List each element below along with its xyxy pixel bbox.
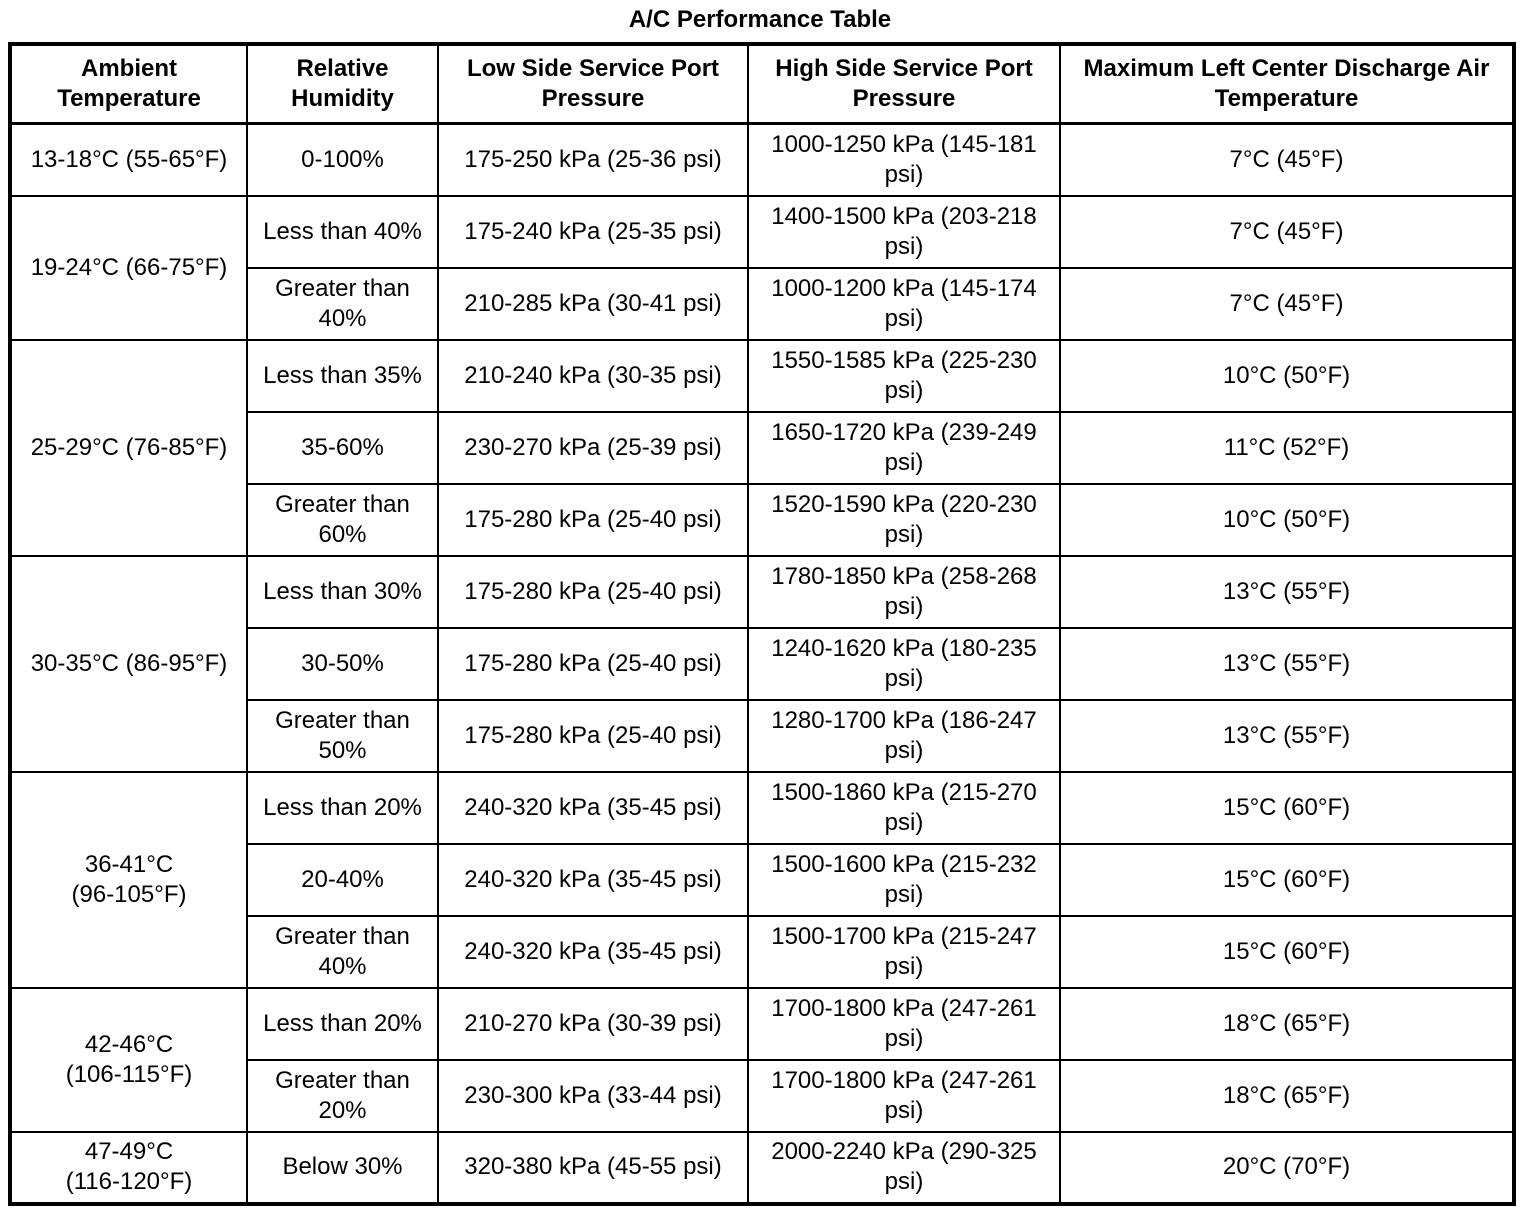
table-row: 20-40% 240-320 kPa (35-45 psi) 1500-1600… (10, 843, 1515, 917)
cell-low-side-pressure: 175-280 kPa (25-40 psi) (437, 699, 749, 773)
cell-relative-humidity: Below 30% (246, 1130, 439, 1205)
cell-relative-humidity: Less than 40% (246, 194, 439, 269)
cell-ambient-temperature: 19-24°C (66-75°F) (9, 194, 248, 341)
table-row: Greater than 60% 175-280 kPa (25-40 psi)… (10, 483, 1515, 557)
cell-low-side-pressure: 230-300 kPa (33-44 psi) (437, 1059, 749, 1133)
table-row: Greater than 40% 210-285 kPa (30-41 psi)… (10, 267, 1515, 341)
cell-low-side-pressure: 175-280 kPa (25-40 psi) (437, 554, 749, 629)
header-row: Ambient Temperature Relative Humidity Lo… (9, 43, 1515, 125)
cell-relative-humidity: Greater than 40% (246, 267, 439, 341)
table-row: Greater than 20% 230-300 kPa (33-44 psi)… (10, 1059, 1515, 1133)
cell-low-side-pressure: 210-240 kPa (30-35 psi) (437, 338, 749, 413)
cell-low-side-pressure: 175-280 kPa (25-40 psi) (437, 483, 749, 557)
cell-low-side-pressure: 320-380 kPa (45-55 psi) (437, 1130, 749, 1205)
cell-high-side-pressure: 1000-1250 kPa (145-181 psi) (747, 122, 1061, 197)
cell-low-side-pressure: 175-250 kPa (25-36 psi) (437, 122, 749, 197)
cell-ambient-temperature: 13-18°C (55-65°F) (9, 122, 248, 197)
cell-discharge-temperature: 15°C (60°F) (1059, 843, 1515, 917)
cell-discharge-temperature: 20°C (70°F) (1059, 1130, 1515, 1205)
page-title: A/C Performance Table (628, 6, 892, 33)
cell-relative-humidity: 20-40% (246, 843, 439, 917)
cell-high-side-pressure: 1280-1700 kPa (186-247 psi) (747, 699, 1061, 773)
table-row: 25-29°C (76-85°F) Less than 35% 210-240 … (9, 338, 1515, 557)
cell-discharge-temperature: 13°C (55°F) (1059, 554, 1515, 629)
cell-high-side-pressure: 1520-1590 kPa (220-230 psi) (747, 483, 1061, 557)
cell-high-side-pressure: 1780-1850 kPa (258-268 psi) (747, 554, 1061, 629)
cell-discharge-temperature: 18°C (65°F) (1059, 1059, 1515, 1133)
col-header-discharge-temperature: Maximum Left Center Discharge Air Temper… (1059, 43, 1515, 125)
cell-high-side-pressure: 2000-2240 kPa (290-325 psi) (747, 1130, 1061, 1205)
cell-discharge-temperature: 15°C (60°F) (1059, 770, 1515, 845)
table-row: 19-24°C (66-75°F) Less than 40% 175-240 … (9, 194, 1515, 341)
col-header-ambient-temperature: Ambient Temperature (9, 43, 248, 125)
cell-relative-humidity: 0-100% (246, 122, 439, 197)
cell-relative-humidity: Greater than 20% (246, 1059, 439, 1133)
cell-ambient-temperature: 30-35°C (86-95°F) (9, 554, 248, 773)
cell-low-side-pressure: 175-280 kPa (25-40 psi) (437, 627, 749, 701)
cell-relative-humidity: Less than 35% (246, 338, 439, 413)
cell-high-side-pressure: 1500-1700 kPa (215-247 psi) (747, 915, 1061, 989)
cell-discharge-temperature: 7°C (45°F) (1059, 267, 1515, 341)
cell-relative-humidity: Greater than 40% (246, 915, 439, 989)
table-row: 42-46°C (106-115°F) Less than 20% 210-27… (9, 986, 1515, 1133)
cell-discharge-temperature: 18°C (65°F) (1059, 986, 1515, 1061)
cell-high-side-pressure: 1500-1600 kPa (215-232 psi) (747, 843, 1061, 917)
table-row: 36-41°C (96-105°F) Less than 20% 240-320… (9, 770, 1515, 989)
col-header-low-side-pressure: Low Side Service Port Pressure (437, 43, 749, 125)
cell-discharge-temperature: 11°C (52°F) (1059, 411, 1515, 485)
cell-ambient-temperature: 25-29°C (76-85°F) (9, 338, 248, 557)
cell-discharge-temperature: 7°C (45°F) (1059, 194, 1515, 269)
col-header-relative-humidity: Relative Humidity (246, 43, 439, 125)
table-row: 35-60% 230-270 kPa (25-39 psi) 1650-1720… (10, 411, 1515, 485)
cell-relative-humidity: Greater than 60% (246, 483, 439, 557)
cell-relative-humidity: 35-60% (246, 411, 439, 485)
cell-low-side-pressure: 210-285 kPa (30-41 psi) (437, 267, 749, 341)
cell-low-side-pressure: 240-320 kPa (35-45 psi) (437, 843, 749, 917)
table-row: 30-50% 175-280 kPa (25-40 psi) 1240-1620… (10, 627, 1515, 701)
cell-high-side-pressure: 1550-1585 kPa (225-230 psi) (747, 338, 1061, 413)
table-row: 47-49°C (116-120°F) Below 30% 320-380 kP… (9, 1130, 1515, 1205)
ac-performance-table: Ambient Temperature Relative Humidity Lo… (8, 42, 1516, 1206)
cell-low-side-pressure: 230-270 kPa (25-39 psi) (437, 411, 749, 485)
cell-high-side-pressure: 1500-1860 kPa (215-270 psi) (747, 770, 1061, 845)
cell-ambient-temperature: 42-46°C (106-115°F) (9, 986, 248, 1133)
cell-high-side-pressure: 1700-1800 kPa (247-261 psi) (747, 1059, 1061, 1133)
cell-low-side-pressure: 240-320 kPa (35-45 psi) (437, 915, 749, 989)
cell-low-side-pressure: 240-320 kPa (35-45 psi) (437, 770, 749, 845)
cell-relative-humidity: Greater than 50% (246, 699, 439, 773)
table-row: Greater than 40% 240-320 kPa (35-45 psi)… (10, 915, 1515, 989)
cell-relative-humidity: 30-50% (246, 627, 439, 701)
cell-relative-humidity: Less than 30% (246, 554, 439, 629)
table-row: Greater than 50% 175-280 kPa (25-40 psi)… (10, 699, 1515, 773)
cell-discharge-temperature: 15°C (60°F) (1059, 915, 1515, 989)
cell-high-side-pressure: 1700-1800 kPa (247-261 psi) (747, 986, 1061, 1061)
table-row: 30-35°C (86-95°F) Less than 30% 175-280 … (9, 554, 1515, 773)
cell-discharge-temperature: 10°C (50°F) (1059, 338, 1515, 413)
cell-high-side-pressure: 1240-1620 kPa (180-235 psi) (747, 627, 1061, 701)
cell-high-side-pressure: 1000-1200 kPa (145-174 psi) (747, 267, 1061, 341)
cell-high-side-pressure: 1400-1500 kPa (203-218 psi) (747, 194, 1061, 269)
cell-low-side-pressure: 175-240 kPa (25-35 psi) (437, 194, 749, 269)
cell-high-side-pressure: 1650-1720 kPa (239-249 psi) (747, 411, 1061, 485)
table-row: 13-18°C (55-65°F) 0-100% 175-250 kPa (25… (9, 122, 1515, 197)
cell-ambient-temperature: 47-49°C (116-120°F) (9, 1130, 248, 1205)
cell-low-side-pressure: 210-270 kPa (30-39 psi) (437, 986, 749, 1061)
cell-discharge-temperature: 10°C (50°F) (1059, 483, 1515, 557)
cell-discharge-temperature: 13°C (55°F) (1059, 627, 1515, 701)
cell-relative-humidity: Less than 20% (246, 986, 439, 1061)
cell-relative-humidity: Less than 20% (246, 770, 439, 845)
cell-discharge-temperature: 7°C (45°F) (1059, 122, 1515, 197)
cell-ambient-temperature: 36-41°C (96-105°F) (9, 770, 248, 989)
col-header-high-side-pressure: High Side Service Port Pressure (747, 43, 1061, 125)
cell-discharge-temperature: 13°C (55°F) (1059, 699, 1515, 773)
